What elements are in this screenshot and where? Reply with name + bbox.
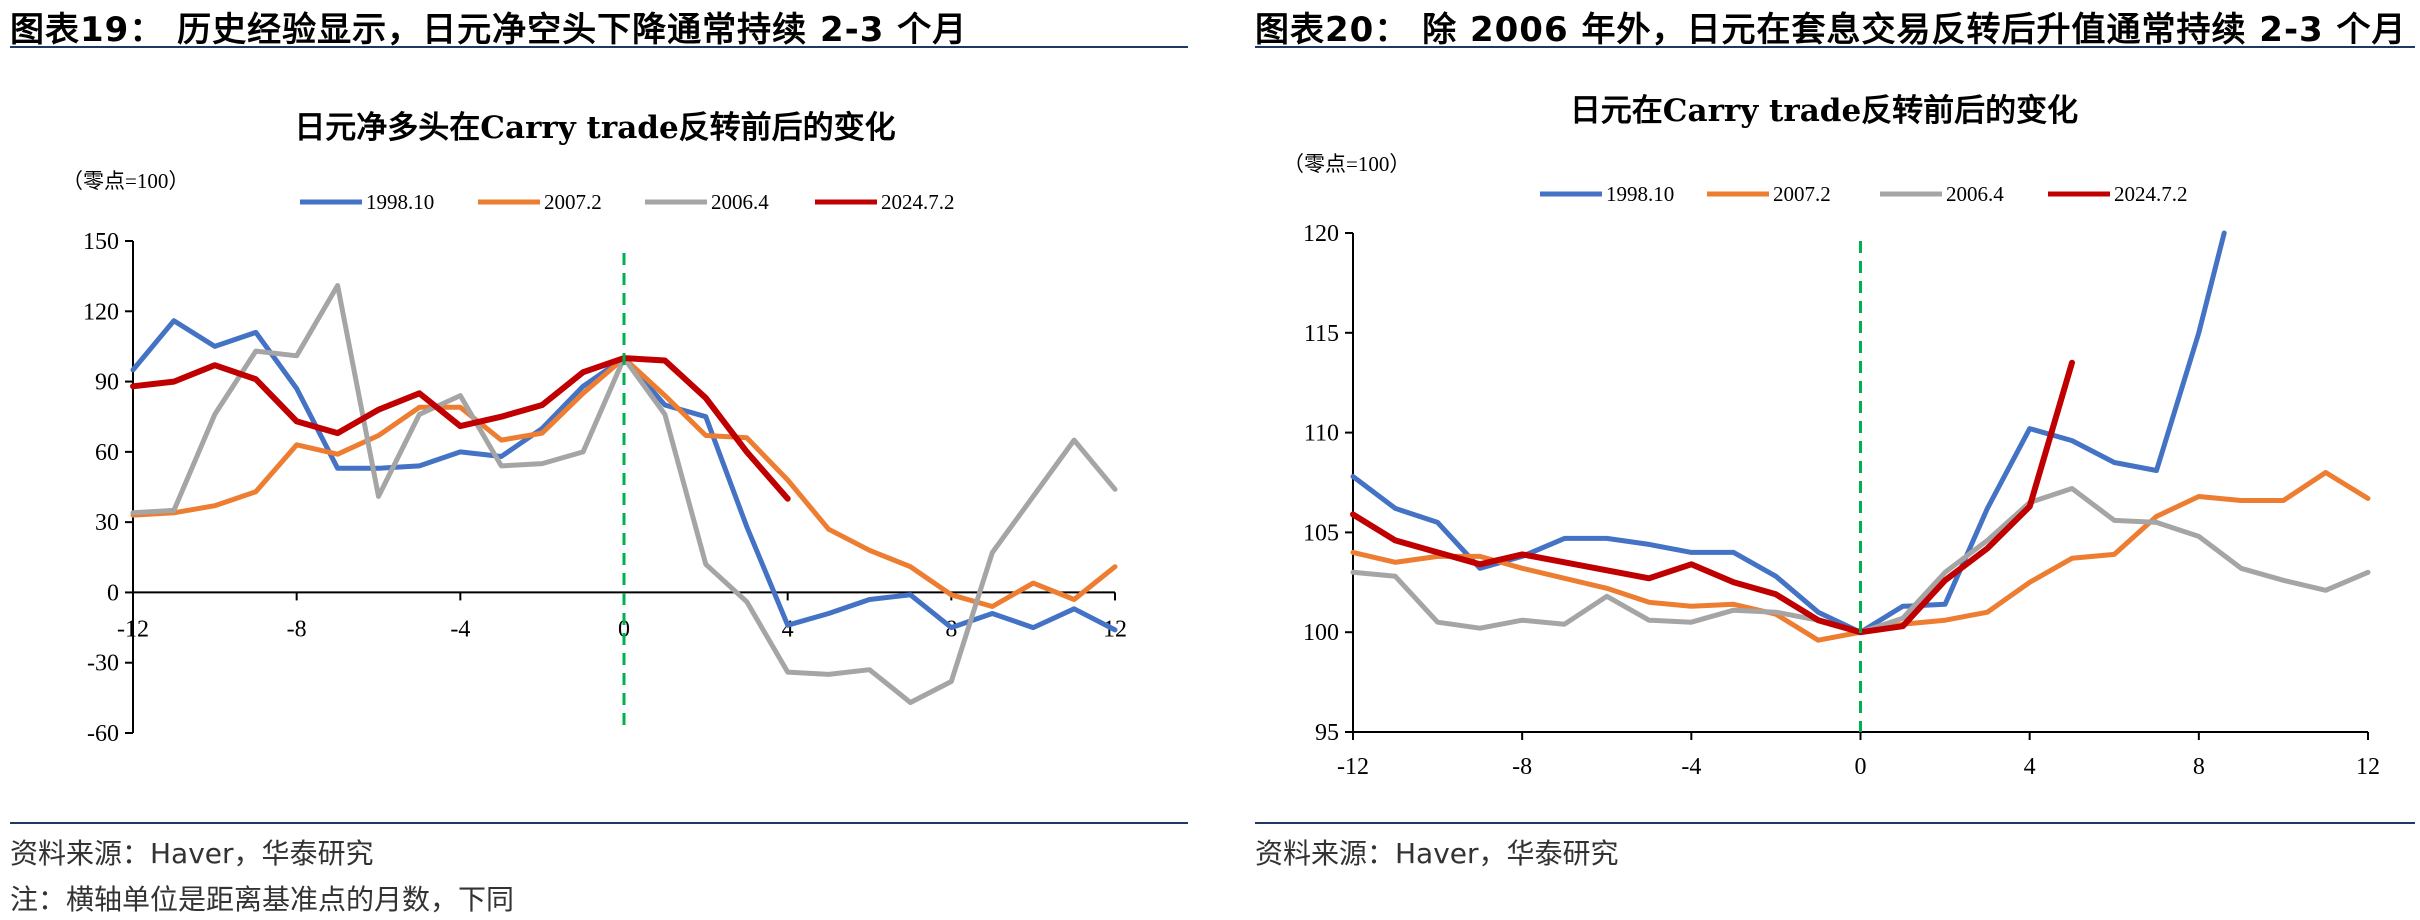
y-tick-label: 110 [1304,421,1339,447]
x-tick-label: -4 [450,616,470,642]
y-tick-label: 60 [95,440,119,466]
figure-19-source: 资料来源：Haver，华泰研究 [10,837,374,870]
x-tick-label: 0 [618,616,630,642]
x-tick-label: 0 [1855,754,1867,780]
y-tick-label: -30 [87,651,119,677]
x-tick-label: 4 [2024,754,2036,780]
figure-19-chart: 日元净多头在Carry trade反转前后的变化 （零点=100） 1998.10 2… [62,110,1127,747]
series-line-1998.10 [1350,230,2227,635]
figure-20-source: 资料来源：Haver，华泰研究 [1255,837,1619,870]
x-tick-label: 12 [2356,754,2380,780]
x-tick-label: -12 [117,616,149,642]
figure-20-chart: 日元在Carry trade反转前后的变化 （零点=100） 1998.10 2007… [1283,93,2380,780]
figure-19-note: 注：横轴单位是距离基准点的月数，下同 [10,883,515,916]
legend-label: 2007.2 [1773,182,1831,206]
figure-19-panel: 图表19： 历史经验显示，日元净空头下降通常持续 2-3 个月 日元净多头在Ca… [0,0,1200,920]
y-tick-label: 115 [1304,321,1339,347]
y-tick-label: 0 [107,580,119,606]
y-tick-label: 90 [95,370,119,396]
y-tick-label: 150 [83,229,119,255]
chart-title: 日元在Carry trade反转前后的变化 [1570,93,2078,129]
figure-20-panel: 图表20： 除 2006 年外，日元在套息交易反转后升值通常持续 2-3 个月 … [1245,0,2420,920]
figure-19-top-rule [10,46,1188,48]
figure-20-top-rule [1255,46,2415,48]
unit-label: （零点=100） [1283,152,1410,176]
legend-label: 1998.10 [366,190,434,214]
figure-19-title: 图表19： 历史经验显示，日元净空头下降通常持续 2-3 个月 [10,10,968,50]
legend-label: 2006.4 [1946,182,2004,206]
legend-label: 2024.7.2 [2114,182,2188,206]
x-tick-label: -12 [1337,754,1369,780]
y-tick-label: 95 [1315,720,1339,746]
figure-20-bottom-rule [1255,822,2415,824]
x-tick-label: -8 [1512,754,1532,780]
legend-label: 2024.7.2 [881,190,955,214]
figure-19-bottom-rule [10,822,1188,824]
x-tick-label: -4 [1681,754,1701,780]
chart-title: 日元净多头在Carry trade反转前后的变化 [294,110,895,146]
y-tick-label: 100 [1303,620,1339,646]
unit-label: （零点=100） [62,169,189,193]
y-tick-label: 120 [83,299,119,325]
legend-label: 1998.10 [1606,182,1674,206]
y-tick-label: 120 [1303,221,1339,247]
x-tick-label: -8 [287,616,307,642]
x-tick-label: 8 [2193,754,2205,780]
y-tick-label: -60 [87,721,119,747]
series-line-2024.7.2 [130,355,791,502]
legend-label: 2006.4 [711,190,769,214]
legend-label: 2007.2 [544,190,602,214]
figure-20-title: 图表20： 除 2006 年外，日元在套息交易反转后升值通常持续 2-3 个月 [1255,10,2407,50]
series-line-2024.7.2 [1350,359,2075,636]
y-tick-label: 30 [95,510,119,536]
y-tick-label: 105 [1303,520,1339,546]
